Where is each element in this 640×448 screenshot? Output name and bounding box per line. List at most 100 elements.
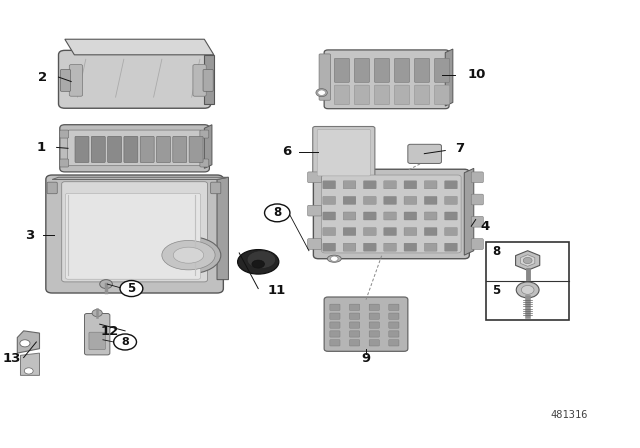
FancyBboxPatch shape bbox=[323, 196, 335, 204]
Circle shape bbox=[516, 282, 539, 298]
FancyBboxPatch shape bbox=[47, 182, 57, 194]
FancyBboxPatch shape bbox=[389, 340, 399, 346]
FancyBboxPatch shape bbox=[424, 196, 437, 204]
FancyBboxPatch shape bbox=[334, 85, 349, 105]
FancyBboxPatch shape bbox=[69, 65, 83, 96]
FancyBboxPatch shape bbox=[349, 313, 360, 319]
FancyBboxPatch shape bbox=[355, 58, 369, 82]
FancyBboxPatch shape bbox=[211, 182, 221, 194]
Text: 3: 3 bbox=[26, 228, 35, 241]
Circle shape bbox=[24, 368, 33, 374]
FancyBboxPatch shape bbox=[369, 304, 380, 310]
FancyBboxPatch shape bbox=[189, 136, 203, 163]
Text: 1: 1 bbox=[36, 141, 45, 154]
Ellipse shape bbox=[316, 89, 327, 97]
FancyBboxPatch shape bbox=[364, 243, 376, 251]
FancyBboxPatch shape bbox=[404, 243, 417, 251]
FancyBboxPatch shape bbox=[324, 50, 449, 109]
FancyBboxPatch shape bbox=[369, 313, 380, 319]
FancyBboxPatch shape bbox=[471, 194, 483, 205]
Polygon shape bbox=[52, 177, 228, 180]
FancyBboxPatch shape bbox=[334, 58, 349, 82]
FancyBboxPatch shape bbox=[319, 54, 330, 100]
Text: 11: 11 bbox=[268, 284, 286, 297]
Text: 8: 8 bbox=[273, 207, 282, 220]
FancyBboxPatch shape bbox=[364, 212, 376, 220]
FancyBboxPatch shape bbox=[330, 304, 340, 310]
FancyBboxPatch shape bbox=[349, 331, 360, 337]
FancyBboxPatch shape bbox=[124, 136, 138, 163]
Polygon shape bbox=[464, 168, 474, 255]
FancyBboxPatch shape bbox=[424, 243, 437, 251]
Text: 9: 9 bbox=[362, 352, 371, 365]
FancyBboxPatch shape bbox=[60, 130, 68, 138]
FancyBboxPatch shape bbox=[65, 193, 200, 279]
FancyBboxPatch shape bbox=[330, 313, 340, 319]
Circle shape bbox=[330, 256, 338, 261]
FancyBboxPatch shape bbox=[374, 58, 390, 82]
FancyBboxPatch shape bbox=[369, 322, 380, 328]
FancyBboxPatch shape bbox=[343, 212, 356, 220]
FancyBboxPatch shape bbox=[343, 196, 356, 204]
FancyBboxPatch shape bbox=[322, 175, 461, 253]
Ellipse shape bbox=[162, 241, 215, 270]
FancyBboxPatch shape bbox=[308, 239, 322, 250]
FancyBboxPatch shape bbox=[389, 313, 399, 319]
Polygon shape bbox=[65, 39, 214, 55]
FancyBboxPatch shape bbox=[404, 228, 417, 236]
FancyBboxPatch shape bbox=[67, 130, 202, 166]
FancyBboxPatch shape bbox=[445, 243, 458, 251]
FancyBboxPatch shape bbox=[313, 126, 375, 179]
FancyBboxPatch shape bbox=[389, 322, 399, 328]
FancyBboxPatch shape bbox=[364, 181, 376, 189]
Polygon shape bbox=[17, 331, 40, 353]
FancyBboxPatch shape bbox=[384, 212, 396, 220]
Text: 8: 8 bbox=[121, 337, 129, 347]
Text: 10: 10 bbox=[467, 69, 486, 82]
FancyBboxPatch shape bbox=[193, 65, 206, 96]
FancyBboxPatch shape bbox=[60, 159, 68, 167]
FancyBboxPatch shape bbox=[369, 331, 380, 337]
FancyBboxPatch shape bbox=[343, 181, 356, 189]
FancyBboxPatch shape bbox=[415, 85, 429, 105]
FancyBboxPatch shape bbox=[349, 304, 360, 310]
Text: 2: 2 bbox=[38, 71, 47, 84]
FancyBboxPatch shape bbox=[394, 58, 410, 82]
FancyBboxPatch shape bbox=[324, 297, 408, 351]
FancyBboxPatch shape bbox=[92, 136, 105, 163]
FancyBboxPatch shape bbox=[408, 144, 442, 164]
FancyBboxPatch shape bbox=[75, 136, 89, 163]
FancyBboxPatch shape bbox=[200, 159, 209, 167]
FancyBboxPatch shape bbox=[89, 332, 106, 349]
Text: 5: 5 bbox=[492, 284, 500, 297]
FancyBboxPatch shape bbox=[60, 125, 209, 172]
FancyBboxPatch shape bbox=[445, 181, 458, 189]
FancyBboxPatch shape bbox=[404, 196, 417, 204]
FancyBboxPatch shape bbox=[46, 175, 223, 293]
FancyBboxPatch shape bbox=[323, 212, 335, 220]
FancyBboxPatch shape bbox=[200, 130, 209, 138]
FancyBboxPatch shape bbox=[394, 85, 410, 105]
FancyBboxPatch shape bbox=[330, 340, 340, 346]
FancyBboxPatch shape bbox=[384, 196, 396, 204]
FancyBboxPatch shape bbox=[317, 129, 371, 176]
FancyBboxPatch shape bbox=[471, 216, 483, 227]
FancyBboxPatch shape bbox=[424, 212, 437, 220]
FancyBboxPatch shape bbox=[364, 196, 376, 204]
Ellipse shape bbox=[156, 237, 221, 274]
Text: 5: 5 bbox=[127, 282, 136, 295]
Circle shape bbox=[120, 280, 143, 297]
FancyBboxPatch shape bbox=[308, 172, 322, 183]
Polygon shape bbox=[445, 49, 453, 106]
FancyBboxPatch shape bbox=[471, 172, 483, 183]
Ellipse shape bbox=[173, 247, 204, 263]
Text: 4: 4 bbox=[480, 220, 490, 233]
FancyBboxPatch shape bbox=[61, 182, 207, 282]
Circle shape bbox=[522, 285, 534, 294]
FancyBboxPatch shape bbox=[445, 212, 458, 220]
Circle shape bbox=[114, 334, 136, 350]
FancyBboxPatch shape bbox=[308, 205, 322, 216]
Text: 8: 8 bbox=[492, 245, 500, 258]
FancyBboxPatch shape bbox=[314, 169, 469, 259]
FancyBboxPatch shape bbox=[157, 136, 170, 163]
